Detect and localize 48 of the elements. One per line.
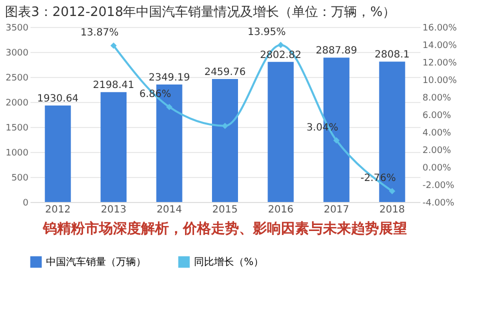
data-label: 2887.89 bbox=[316, 46, 358, 57]
data-label: 1930.64 bbox=[37, 93, 79, 104]
legend-label: 同比增长（%） bbox=[194, 256, 264, 268]
text: 钨精粉市场深度解析，价格走势、影响因素与未来趋势展望 bbox=[42, 220, 407, 237]
x-tick-label: 2014 bbox=[156, 204, 182, 216]
y-tick-label: 3500 bbox=[6, 24, 29, 34]
x-tick-label: 2016 bbox=[268, 204, 294, 216]
bar bbox=[44, 105, 71, 202]
data-label: 2198.41 bbox=[92, 80, 134, 92]
x-tick-label: 2018 bbox=[379, 204, 405, 216]
bar bbox=[268, 62, 294, 202]
x-tick-label: 2017 bbox=[324, 204, 350, 216]
y2-tick-label: 8.00% bbox=[422, 94, 452, 104]
legend-label: 中国汽车销量（万辆） bbox=[46, 256, 146, 268]
y2-tick-label: 10.00% bbox=[422, 76, 458, 86]
point bbox=[166, 104, 172, 110]
y2-tick-label: 2.00% bbox=[422, 146, 452, 156]
point bbox=[222, 122, 228, 130]
y2-tick-label: 12.00% bbox=[422, 58, 458, 68]
data-label: 2349.19 bbox=[148, 72, 190, 84]
y2-tick-label: 6.00% bbox=[422, 111, 452, 121]
x-tick-label: 2013 bbox=[100, 204, 126, 216]
y2-tick-label: 14.00% bbox=[422, 41, 458, 51]
data-label: 13.87% bbox=[80, 28, 119, 39]
y-tick-label: 0 bbox=[22, 198, 29, 208]
y2-tick-label: 16.00% bbox=[422, 24, 458, 34]
bar bbox=[212, 79, 238, 202]
point bbox=[388, 188, 396, 194]
bar bbox=[100, 92, 127, 202]
y2-tick-label: 0.00% bbox=[422, 164, 452, 174]
point bbox=[278, 42, 284, 48]
point bbox=[110, 42, 117, 49]
x-tick-label: 2012 bbox=[45, 204, 71, 216]
y-tick-label: 1000 bbox=[6, 148, 29, 158]
data-label: 13.95% bbox=[248, 26, 286, 38]
y-tick-label: 3000 bbox=[6, 48, 29, 58]
y2-tick-label: -2.00% bbox=[422, 181, 455, 191]
y-tick-label: 500 bbox=[11, 174, 29, 184]
chart-title: 图表3：2012-2018年中国汽车销量情况及增长（单位：万辆，%） bbox=[5, 5, 396, 20]
y-tick-label: 2000 bbox=[6, 98, 29, 108]
point bbox=[333, 137, 340, 144]
y2-tick-label: 4.00% bbox=[422, 128, 452, 138]
y-tick-label: 2500 bbox=[6, 74, 29, 84]
data-label: 2808.1 bbox=[374, 50, 410, 61]
x-tick-label: 2015 bbox=[212, 204, 238, 216]
y-tick-label: 1500 bbox=[6, 124, 29, 134]
data-label: 2459.76 bbox=[204, 67, 246, 78]
y2-tick-label: -4.00% bbox=[422, 198, 455, 208]
